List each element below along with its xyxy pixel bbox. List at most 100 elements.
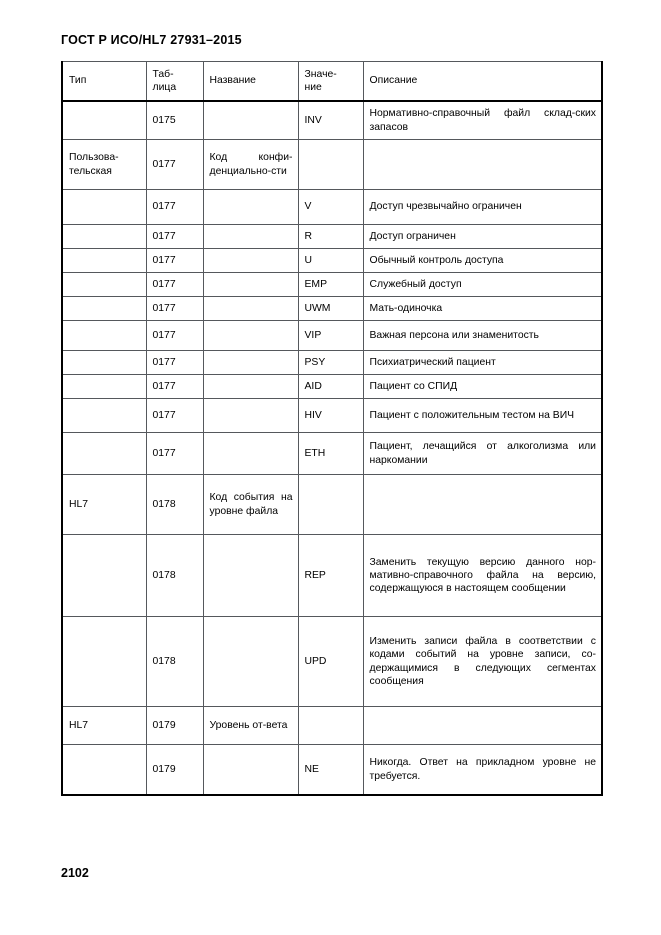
column-header-table: Таб- лица (145, 61, 204, 102)
cell-name (202, 189, 299, 225)
page-number: 2102 (61, 866, 89, 880)
table-row: 0177 V Доступ чрезвычайно ограничен (61, 189, 603, 225)
document-header: ГОСТ Р ИСО/HL7 27931–2015 (61, 33, 242, 47)
column-header-name: Название (202, 61, 299, 102)
cell-type (61, 248, 147, 273)
cell-value: EMP (297, 272, 364, 297)
cell-type (61, 374, 147, 399)
table-row: 0177 HIV Пациент с положительным тестом на… (61, 398, 603, 433)
cell-name: Код конфи-денциально-сти (202, 139, 299, 190)
cell-type (61, 296, 147, 321)
cell-type (61, 432, 147, 475)
cell-table: 0178 (145, 616, 204, 707)
cell-type: Пользова-тельская (61, 139, 147, 190)
cell-type (61, 100, 147, 140)
cell-type (61, 320, 147, 351)
cell-type (61, 398, 147, 433)
table-row: 0177 VIP Важная персона или знаменитость (61, 320, 603, 351)
column-header-type: Тип (61, 61, 147, 102)
cell-value: ETH (297, 432, 364, 475)
cell-type (61, 189, 147, 225)
cell-name (202, 432, 299, 475)
cell-name: Код события на уровне файла (202, 474, 299, 535)
cell-value: R (297, 224, 364, 249)
cell-table: 0177 (145, 272, 204, 297)
cell-name (202, 100, 299, 140)
cell-description: Пациент, лечащийся от алкоголизма или на… (362, 432, 603, 475)
cell-type: HL7 (61, 474, 147, 535)
cell-value: V (297, 189, 364, 225)
table-row: 0178 REP Заменить текущую версию данного н… (61, 534, 603, 617)
cell-name (202, 248, 299, 273)
cell-value: VIP (297, 320, 364, 351)
cell-type (61, 534, 147, 617)
cell-type (61, 744, 147, 796)
cell-name (202, 224, 299, 249)
cell-name: Уровень от-вета (202, 706, 299, 745)
cell-value: U (297, 248, 364, 273)
cell-value (297, 474, 364, 535)
cell-value: HIV (297, 398, 364, 433)
table-row: 0177 AID Пациент со СПИД (61, 374, 603, 399)
cell-value: UPD (297, 616, 364, 707)
cell-name (202, 534, 299, 617)
cell-description: Доступ чрезвычайно ограничен (362, 189, 603, 225)
cell-description: Обычный контроль доступа (362, 248, 603, 273)
cell-table: 0179 (145, 744, 204, 796)
cell-type (61, 224, 147, 249)
table-header-row: Тип Таб- лица Название Значе- ние Описан… (61, 61, 603, 102)
cell-description (362, 474, 603, 535)
cell-value (297, 706, 364, 745)
cell-table: 0177 (145, 224, 204, 249)
cell-table: 0178 (145, 474, 204, 535)
cell-table: 0177 (145, 139, 204, 190)
cell-name (202, 320, 299, 351)
cell-value (297, 139, 364, 190)
cell-name (202, 296, 299, 321)
cell-table: 0175 (145, 100, 204, 140)
cell-type (61, 272, 147, 297)
cell-type (61, 616, 147, 707)
column-header-value: Значе- ние (297, 61, 364, 102)
table-row: HL7 0178 Код события на уровне файла (61, 474, 603, 535)
cell-table: 0177 (145, 350, 204, 375)
cell-description: Заменить текущую версию данного нор-мати… (362, 534, 603, 617)
cell-table: 0177 (145, 432, 204, 475)
cell-value: AID (297, 374, 364, 399)
table-row: Пользова-тельская 0177 Код конфи-денциальн… (61, 139, 603, 190)
cell-description (362, 706, 603, 745)
cell-description (362, 139, 603, 190)
table-row: 0178 UPD Изменить записи файла в соответст… (61, 616, 603, 707)
cell-description: Служебный доступ (362, 272, 603, 297)
cell-description: Пациент со СПИД (362, 374, 603, 399)
table-row: 0177 EMP Служебный доступ (61, 272, 603, 297)
table-row: HL7 0179 Уровень от-вета (61, 706, 603, 745)
cell-name (202, 374, 299, 399)
cell-table: 0177 (145, 320, 204, 351)
cell-description: Доступ ограничен (362, 224, 603, 249)
hl7-code-table: Тип Таб- лица Название Значе- ние Описан… (61, 61, 603, 796)
cell-description: Изменить записи файла в соответствии с к… (362, 616, 603, 707)
table-row: 0177 ETH Пациент, лечащийся от алкоголизма… (61, 432, 603, 475)
cell-description: Мать-одиночка (362, 296, 603, 321)
table-row: 0177 U Обычный контроль доступа (61, 248, 603, 273)
table-row: 0179 NE Никогда. Ответ на прикладном уровн… (61, 744, 603, 796)
cell-description: Важная персона или знаменитость (362, 320, 603, 351)
cell-description: Пациент с положительным тестом на ВИЧ (362, 398, 603, 433)
column-header-description: Описание (362, 61, 603, 102)
cell-name (202, 272, 299, 297)
cell-name (202, 616, 299, 707)
cell-description: Психиатрический пациент (362, 350, 603, 375)
cell-name (202, 744, 299, 796)
cell-table: 0177 (145, 189, 204, 225)
cell-value: REP (297, 534, 364, 617)
cell-value: INV (297, 100, 364, 140)
cell-table: 0177 (145, 248, 204, 273)
cell-description: Никогда. Ответ на прикладном уровне не т… (362, 744, 603, 796)
table-row: 0175 INV Нормативно-справочный файл склад-… (61, 100, 603, 140)
table-body: 0175 INV Нормативно-справочный файл склад-… (61, 100, 603, 796)
cell-table: 0177 (145, 296, 204, 321)
cell-value: PSY (297, 350, 364, 375)
cell-name (202, 398, 299, 433)
